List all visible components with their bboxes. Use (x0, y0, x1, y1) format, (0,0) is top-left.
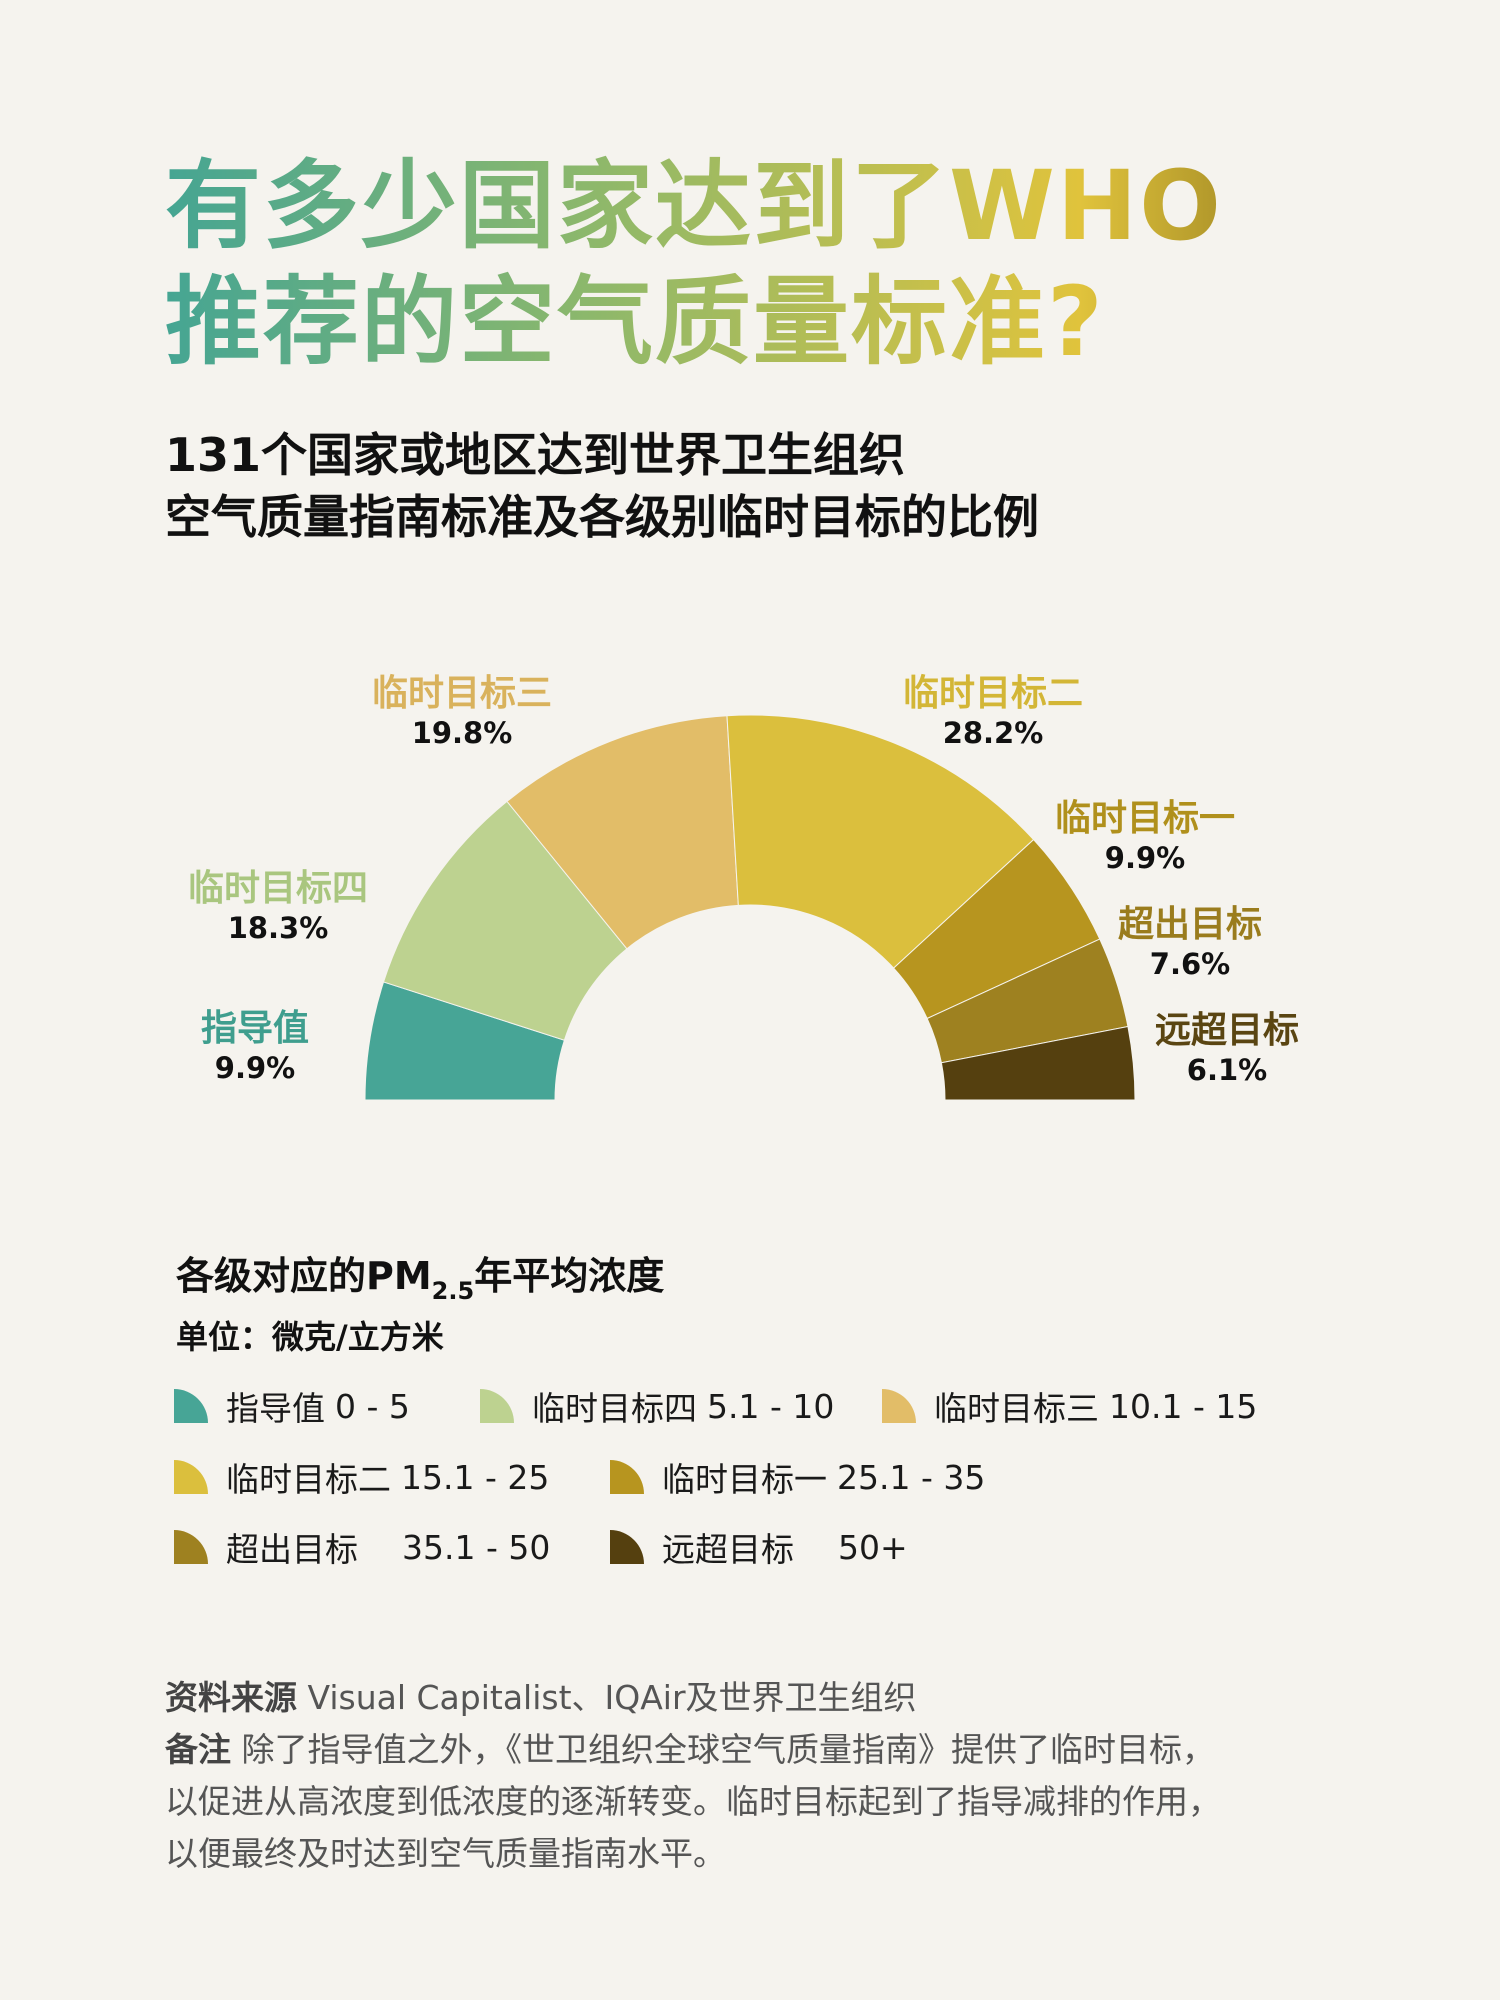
note-line-3: 以便最终及时达到空气质量指南水平。 (165, 1834, 726, 1873)
note-line-2: 以促进从高浓度到低浓度的逐渐转变。临时目标起到了指导减排的作用， (165, 1782, 1221, 1821)
slice-label-1: 指导值 (201, 1008, 309, 1049)
slice-label-3: 临时目标三 (372, 673, 552, 714)
legend-label: 临时目标三 (934, 1389, 1099, 1428)
slice-value-7: 6.1% (1187, 1053, 1267, 1087)
legend-swatch-icon (174, 1460, 208, 1494)
legend-range: 35.1 - 50 (402, 1527, 551, 1567)
legend-item-4: 临时目标二 15.1 - 25 (174, 1455, 549, 1499)
slice-label-4: 临时目标二 (903, 673, 1083, 714)
source-label: 资料来源 (165, 1678, 297, 1717)
legend-item-1: 指导值 0 - 5 (174, 1384, 410, 1428)
chart-labels: 指导值9.9%临时目标四18.3%临时目标三19.8%临时目标二28.2%临时目… (188, 673, 1299, 1087)
legend-title-prefix: 各级对应的PM (176, 1254, 432, 1298)
note-text-1: 除了指导值之外，《世卫组织全球空气质量指南》提供了临时目标， (241, 1730, 1216, 1769)
footer: 资料来源 Visual Capitalist、IQAir及世界卫生组织 备注 除… (165, 1672, 1345, 1880)
legend-swatch-icon (480, 1389, 514, 1423)
legend-unit: 单位：微克/立方米 (176, 1318, 444, 1356)
legend-range: 0 - 5 (335, 1386, 410, 1426)
subtitle-line-1: 131个国家或地区达到世界卫生组织 (165, 428, 906, 482)
legend-swatch-icon (610, 1530, 644, 1564)
slice-label-6: 超出目标 (1118, 904, 1262, 945)
legend-range: 10.1 - 15 (1109, 1386, 1258, 1426)
legend-swatch-icon (174, 1530, 208, 1564)
legend-swatch-icon (610, 1460, 644, 1494)
legend-label: 超出目标 (226, 1530, 358, 1569)
slice-value-3: 19.8% (412, 716, 513, 750)
title-line-2: 推荐的空气质量标准? (165, 266, 1105, 378)
page-title: 有多少国家达到了WHO 推荐的空气质量标准? (165, 148, 1385, 380)
slice-value-2: 18.3% (228, 911, 329, 945)
slice-value-6: 7.6% (1150, 947, 1230, 981)
legend-item-3: 临时目标三 10.1 - 15 (882, 1384, 1257, 1428)
subtitle-line-2: 空气质量指南标准及各级别临时目标的比例 (165, 490, 1039, 544)
legend-item-7: 远超目标 50+ (610, 1525, 908, 1569)
legend-label: 远超目标 (662, 1530, 794, 1569)
legend-range: 50+ (838, 1527, 908, 1567)
legend-range: 15.1 - 25 (401, 1457, 550, 1497)
title-line-1: 有多少国家达到了WHO (165, 150, 1223, 262)
legend-item-6: 超出目标 35.1 - 50 (174, 1525, 550, 1569)
slice-label-2: 临时目标四 (188, 868, 368, 909)
legend-label: 指导值 (226, 1389, 325, 1428)
source-text: Visual Capitalist、IQAir及世界卫生组织 (307, 1678, 917, 1717)
slice-label-5: 临时目标一 (1055, 798, 1235, 839)
note-label: 备注 (165, 1730, 231, 1769)
slice-label-7: 远超目标 (1155, 1010, 1299, 1051)
source-line: 资料来源 Visual Capitalist、IQAir及世界卫生组织 (165, 1672, 1345, 1724)
note-line-1: 备注 除了指导值之外，《世卫组织全球空气质量指南》提供了临时目标， (165, 1724, 1345, 1776)
slice-value-5: 9.9% (1105, 841, 1185, 875)
legend-item-2: 临时目标四 5.1 - 10 (480, 1384, 834, 1428)
legend-label: 临时目标一 (662, 1460, 827, 1499)
legend-label: 临时目标四 (532, 1389, 697, 1428)
slice-value-1: 9.9% (215, 1051, 295, 1085)
legend-title-suffix: 年平均浓度 (474, 1254, 665, 1298)
legend-range: 25.1 - 35 (837, 1457, 986, 1497)
slice-7 (940, 1025, 1136, 1101)
half-donut-chart: 指导值9.9%临时目标四18.3%临时目标三19.8%临时目标二28.2%临时目… (188, 673, 1299, 1101)
legend-title-subscript: 2.5 (431, 1277, 475, 1305)
legend-title: 各级对应的PM2.5年平均浓度 (176, 1250, 664, 1317)
legend-swatch-icon (174, 1389, 208, 1423)
chart-subtitle: 131个国家或地区达到世界卫生组织 空气质量指南标准及各级别临时目标的比例 (165, 424, 1365, 548)
legend-item-5: 临时目标一 25.1 - 35 (610, 1455, 985, 1499)
chart-slices (364, 714, 1136, 1101)
legend-swatch-icon (882, 1389, 916, 1423)
legend-range: 5.1 - 10 (707, 1386, 835, 1426)
legend-label: 临时目标二 (226, 1460, 391, 1499)
slice-value-4: 28.2% (943, 716, 1044, 750)
slice-4 (726, 714, 1035, 969)
